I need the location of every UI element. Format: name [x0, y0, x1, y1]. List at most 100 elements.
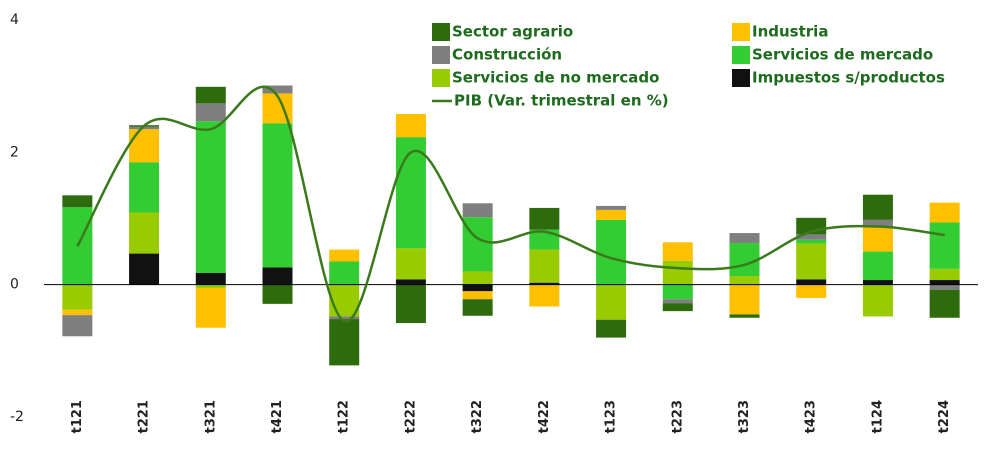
- bar-segment: [929, 268, 960, 281]
- bar-segment: [929, 284, 960, 290]
- x-tick-label: t222: [403, 400, 418, 433]
- bar-segment: [929, 280, 960, 285]
- legend-label: Sector agrario: [452, 23, 573, 41]
- legend-label: PIB (Var. trimestral en %): [454, 92, 669, 110]
- bar-segment: [862, 280, 893, 285]
- bar-segment: [62, 315, 93, 337]
- bar-segment: [596, 284, 627, 320]
- x-tick-label: t423: [804, 400, 819, 433]
- bar-segment: [62, 284, 93, 310]
- bar-segment: [862, 226, 893, 252]
- bar-segment: [395, 279, 426, 285]
- bar-segment: [729, 242, 760, 277]
- bar-segment: [929, 289, 960, 318]
- bar-segment: [462, 271, 493, 285]
- legend-label: Industria: [752, 23, 828, 41]
- x-tick-label: t421: [270, 400, 285, 433]
- bar-segment: [529, 282, 560, 285]
- bar-segment: [662, 303, 693, 312]
- legend-swatch: [732, 46, 750, 64]
- bar-segment: [195, 287, 226, 328]
- bar-segment: [462, 291, 493, 300]
- bar-segment: [262, 123, 293, 268]
- bar-segment: [195, 86, 226, 104]
- bar-segment: [596, 209, 627, 220]
- bar-segment: [262, 85, 293, 94]
- bar-segment: [596, 319, 627, 338]
- y-tick-label: 2: [10, 144, 19, 160]
- bar-segment: [929, 222, 960, 269]
- bar-segment: [596, 205, 627, 210]
- bar-segment: [329, 249, 360, 262]
- legend-label: Servicios de no mercado: [452, 69, 659, 87]
- bar-segment: [329, 261, 360, 285]
- x-tick-label: t322: [470, 400, 485, 433]
- bar-segment: [529, 284, 560, 307]
- x-tick-label: t124: [870, 400, 885, 433]
- bar-segment: [195, 284, 226, 288]
- legend-label: Impuestos s/productos: [752, 69, 945, 87]
- bar-segment: [395, 113, 426, 138]
- bar-segment: [62, 195, 93, 208]
- bar-segment: [796, 243, 827, 280]
- bar-segment: [862, 219, 893, 227]
- x-tick-label: t121: [70, 400, 85, 433]
- bar-segment: [62, 309, 93, 316]
- bar-segment: [862, 284, 893, 317]
- bar-segment: [529, 249, 560, 283]
- legend-label: Construcción: [452, 46, 562, 64]
- x-tick-label: t321: [203, 400, 218, 433]
- x-tick-label: t221: [137, 400, 152, 433]
- bar-segment: [262, 267, 293, 285]
- bar-segment: [662, 284, 693, 300]
- bar-segment: [662, 242, 693, 261]
- pib-line: [76, 85, 945, 323]
- bar-segment: [195, 103, 226, 122]
- bar-segment: [462, 299, 493, 316]
- bar-segment: [729, 276, 760, 285]
- bar-segment: [462, 203, 493, 218]
- bar-segment: [395, 137, 426, 249]
- bar-segment: [329, 319, 360, 366]
- bar-segment: [796, 234, 827, 240]
- bar-segment: [129, 253, 160, 285]
- y-tick-label: 0: [10, 277, 19, 293]
- bar-segment: [129, 212, 160, 254]
- bar-segment: [129, 162, 160, 213]
- bar-segment: [662, 299, 693, 304]
- bar-segment: [395, 248, 426, 280]
- bar-segment: [129, 129, 160, 163]
- y-tick-label: 4: [10, 12, 19, 28]
- bar-segment: [929, 202, 960, 223]
- legend-label: Servicios de mercado: [752, 46, 933, 64]
- bar-segment: [796, 239, 827, 244]
- bar-segment: [729, 314, 760, 318]
- bar-segment: [729, 284, 760, 315]
- bar-segment: [796, 284, 827, 298]
- legend-swatch: [732, 23, 750, 41]
- x-tick-label: t223: [670, 400, 685, 433]
- x-tick-label: t422: [537, 400, 552, 433]
- bar-segment: [329, 284, 360, 317]
- bar-segment: [129, 126, 160, 130]
- bar-segment: [195, 121, 226, 273]
- bar-segment: [395, 284, 426, 324]
- legend-swatch: [432, 69, 450, 87]
- bar-segment: [596, 219, 627, 285]
- bar-segment: [529, 207, 560, 230]
- x-tick-label: t224: [937, 400, 952, 433]
- legend-swatch: [732, 69, 750, 87]
- bar-segment: [462, 284, 493, 292]
- bar-segment: [862, 251, 893, 281]
- bar-segment: [729, 233, 760, 243]
- bar-segment: [796, 279, 827, 285]
- legend-swatch: [432, 23, 450, 41]
- x-tick-label: t323: [737, 400, 752, 433]
- x-tick-label: t123: [604, 400, 619, 433]
- bar-segment: [662, 260, 693, 285]
- y-tick-label: -2: [10, 409, 24, 425]
- bar-segment: [862, 194, 893, 220]
- bar-segment: [329, 316, 360, 320]
- bar-segment: [262, 284, 293, 304]
